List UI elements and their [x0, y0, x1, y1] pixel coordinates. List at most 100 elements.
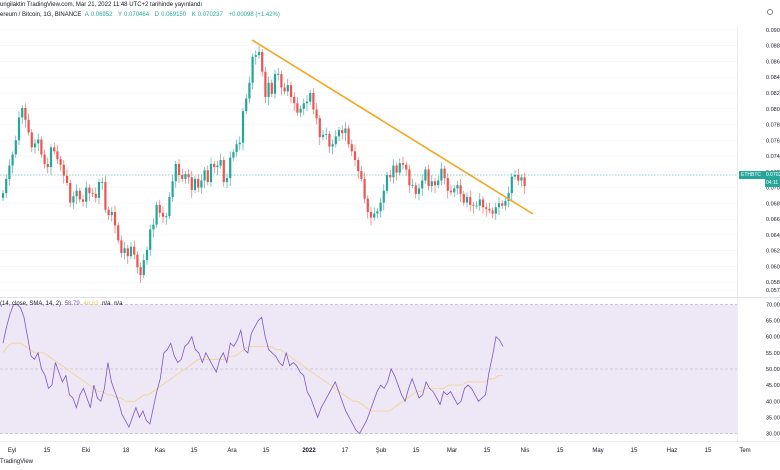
candle-body	[136, 254, 139, 268]
time-tick-label: 17	[341, 448, 349, 454]
candle-body	[501, 203, 504, 206]
candle-body	[107, 209, 110, 216]
time-tick-label: Haz	[666, 448, 678, 454]
candle-body	[513, 174, 517, 177]
candle-body	[104, 182, 107, 210]
time-tick-label: 2022	[302, 448, 316, 454]
candle-body	[59, 159, 62, 165]
candle-body	[363, 178, 366, 199]
time-tick-label: Eyl	[7, 448, 17, 454]
candle-body	[517, 174, 520, 181]
candle-body	[81, 199, 85, 202]
candle-body	[209, 163, 213, 183]
candle-body	[177, 163, 181, 175]
candle-body	[33, 143, 37, 148]
candle-body	[17, 117, 21, 141]
candle-body	[443, 168, 446, 179]
candle-body	[453, 188, 456, 193]
candle-body	[286, 85, 289, 92]
candle-body	[245, 98, 248, 112]
candle-body	[334, 136, 337, 145]
candle-body	[267, 82, 270, 97]
symbol-price-badge: ETHBTC	[739, 171, 765, 179]
candle-body	[472, 204, 475, 206]
candle-body	[485, 207, 488, 209]
candle-body	[331, 144, 334, 147]
candle-body	[46, 163, 49, 168]
candle-body	[350, 144, 353, 152]
candle-body	[75, 190, 78, 197]
candle-body	[305, 101, 309, 104]
candle-body	[341, 130, 344, 134]
candle-body	[200, 180, 203, 188]
rsi-tick-label: 60.00	[766, 335, 780, 341]
candle-body	[309, 93, 312, 102]
symbol-title[interactable]: ereum / Bitcoin, 1G, BINANCE	[0, 12, 82, 18]
candle-body	[152, 224, 155, 230]
candle-body	[165, 215, 168, 217]
candle-body	[197, 178, 200, 188]
trendline	[251, 39, 534, 215]
candle-body	[117, 225, 120, 241]
rsi-legend-label[interactable]: (14, close, SMA, 14, 2)	[0, 301, 62, 307]
time-tick-label: Mar	[446, 448, 458, 454]
settings-icon[interactable]	[766, 8, 774, 16]
candle-body	[229, 157, 232, 179]
candle-body	[504, 200, 507, 206]
candle-body	[225, 178, 229, 183]
price-scale-divider	[737, 26, 738, 441]
candle-body	[427, 169, 430, 187]
candle-body	[497, 203, 501, 208]
candle-body	[43, 154, 46, 164]
candle-body	[78, 190, 81, 200]
tradingview-brand: TradingView	[0, 459, 34, 465]
candle-body	[373, 213, 376, 218]
ohlc-change: +0.00098 (+1.42%)	[228, 12, 280, 18]
last-price-badge: 0.0702	[765, 171, 780, 179]
time-tick-label: 15	[483, 448, 491, 454]
publish-note: ungilaktin TradingView.com, Mar 21, 2022…	[0, 2, 203, 8]
candle-body	[120, 240, 123, 254]
candle-body	[24, 107, 27, 120]
candle-body	[222, 160, 225, 183]
price-grid	[0, 29, 737, 291]
candle-body	[462, 193, 465, 203]
candle-body	[491, 210, 494, 214]
rsi-tick-label: 70.00	[766, 302, 780, 308]
candle-body	[405, 164, 408, 170]
candle-body	[302, 103, 305, 109]
candle-body	[69, 182, 72, 203]
candle-body	[91, 193, 94, 194]
candle-body	[395, 165, 398, 173]
candle-body	[315, 109, 318, 119]
candle-body	[481, 199, 485, 208]
candle-body	[312, 93, 315, 110]
candle-body	[475, 205, 478, 207]
candle-body	[213, 163, 216, 168]
candle-body	[145, 249, 149, 261]
rsi-legend: (14, close, SMA, 14, 2) 58.79 48.83 n/a …	[0, 301, 124, 307]
time-tick-label: Ara	[227, 448, 237, 454]
candle-body	[357, 160, 360, 172]
candle-body	[206, 170, 209, 183]
candle-body	[366, 198, 369, 213]
candle-body	[344, 128, 347, 134]
candle-body	[261, 52, 264, 72]
candle-body	[171, 181, 174, 198]
candle-body	[376, 211, 379, 214]
rsi-tick-label: 30.00	[766, 432, 780, 438]
candle-body	[440, 168, 443, 181]
candle-body	[449, 190, 453, 193]
candle-body	[53, 147, 56, 152]
time-tick-label: 18	[122, 448, 130, 454]
candle-body	[414, 185, 417, 194]
